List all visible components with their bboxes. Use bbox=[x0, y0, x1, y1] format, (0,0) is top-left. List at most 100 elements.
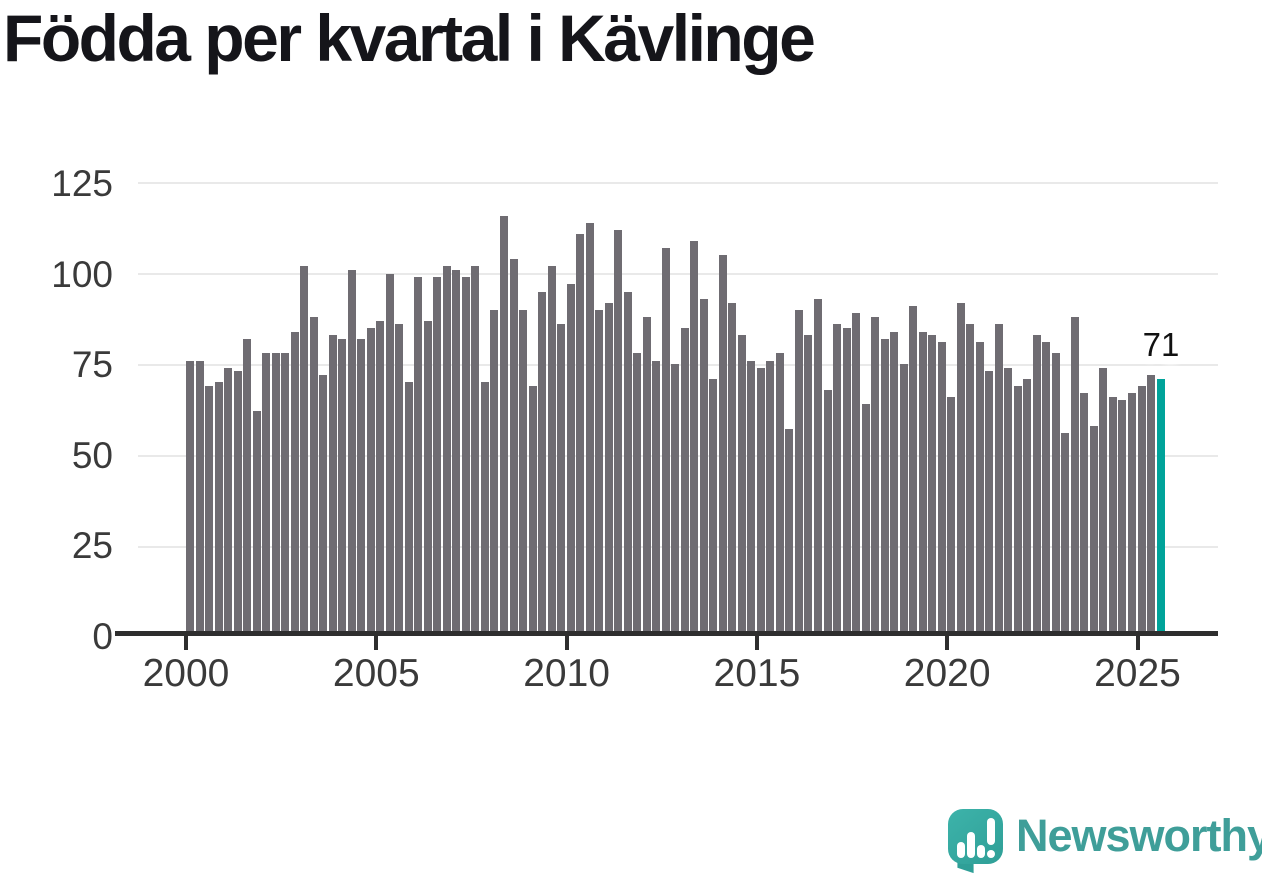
y-axis-tick-label: 100 bbox=[51, 253, 113, 295]
bar bbox=[1042, 342, 1051, 636]
bar bbox=[918, 331, 927, 636]
bar bbox=[833, 324, 842, 636]
newsworthy-wordmark: Newsworthy bbox=[1016, 810, 1262, 861]
x-axis-tick bbox=[564, 636, 569, 650]
bar bbox=[1051, 353, 1060, 636]
bar bbox=[442, 266, 451, 636]
highlighted-bar bbox=[1156, 378, 1165, 636]
bar bbox=[975, 342, 984, 636]
bar bbox=[433, 277, 442, 636]
bar bbox=[471, 266, 480, 636]
bar bbox=[604, 302, 613, 636]
bar bbox=[794, 309, 803, 636]
bar bbox=[871, 317, 880, 636]
bar bbox=[376, 320, 385, 636]
bar bbox=[852, 313, 861, 636]
bar bbox=[614, 230, 623, 636]
bar bbox=[224, 367, 233, 636]
bar bbox=[566, 284, 575, 636]
bar bbox=[652, 360, 661, 636]
x-axis-tick bbox=[945, 636, 950, 650]
bar bbox=[699, 298, 708, 636]
bar bbox=[357, 338, 366, 636]
bar bbox=[395, 324, 404, 636]
bar bbox=[890, 331, 899, 636]
bar bbox=[480, 382, 489, 636]
bar bbox=[328, 335, 337, 636]
y-axis-tick-label: 0 bbox=[92, 616, 113, 657]
y-axis-tick-label: 50 bbox=[71, 434, 113, 476]
logo-exclamation-dot-icon bbox=[987, 850, 995, 858]
x-axis-tick-label: 2020 bbox=[903, 652, 991, 695]
bar bbox=[585, 222, 594, 636]
bar bbox=[1127, 393, 1136, 636]
bar bbox=[775, 353, 784, 636]
bar bbox=[557, 324, 566, 636]
bar bbox=[538, 291, 547, 636]
bar bbox=[281, 353, 290, 636]
bar bbox=[1089, 425, 1098, 636]
bar bbox=[737, 335, 746, 636]
bar bbox=[909, 306, 918, 636]
bar bbox=[1023, 378, 1032, 636]
bar bbox=[861, 404, 870, 636]
y-axis-tick-label: 75 bbox=[71, 344, 113, 386]
bar bbox=[1061, 433, 1070, 636]
bar bbox=[756, 367, 765, 636]
bar bbox=[966, 324, 975, 636]
x-axis-tick-label: 2005 bbox=[332, 652, 420, 695]
bar bbox=[747, 360, 756, 636]
x-axis-tick-label: 2010 bbox=[523, 652, 610, 695]
bar bbox=[404, 382, 413, 636]
bar bbox=[490, 309, 499, 636]
x-axis-line bbox=[115, 631, 1218, 636]
bar bbox=[309, 317, 318, 636]
bar bbox=[243, 338, 252, 636]
bar bbox=[186, 360, 194, 636]
bar bbox=[880, 338, 889, 636]
bar bbox=[937, 342, 946, 636]
bar bbox=[452, 269, 461, 636]
x-axis-tick bbox=[184, 636, 188, 650]
bar bbox=[899, 364, 908, 636]
bar bbox=[804, 335, 813, 636]
newsworthy-logo-icon bbox=[948, 809, 1003, 864]
bar bbox=[347, 269, 356, 636]
bar bbox=[642, 317, 651, 636]
bar bbox=[671, 364, 680, 636]
bar bbox=[661, 248, 670, 636]
logo-chart-bar-icon bbox=[967, 832, 975, 858]
bar bbox=[1108, 396, 1117, 636]
bar bbox=[252, 411, 261, 636]
bar bbox=[1080, 393, 1089, 636]
bar bbox=[633, 353, 642, 636]
bar bbox=[728, 302, 737, 636]
bar bbox=[1004, 367, 1013, 636]
bar bbox=[994, 324, 1003, 636]
gridline-125 bbox=[138, 182, 1218, 184]
bar bbox=[300, 266, 309, 636]
bar bbox=[233, 371, 242, 636]
bar bbox=[928, 335, 937, 636]
bar bbox=[366, 327, 375, 636]
bar bbox=[690, 240, 699, 636]
bar bbox=[709, 378, 718, 636]
bar bbox=[947, 396, 956, 636]
x-axis-tick bbox=[374, 636, 379, 650]
x-axis-tick-label: 2025 bbox=[1094, 652, 1181, 695]
bar bbox=[1070, 317, 1079, 636]
logo-chart-bar-icon bbox=[977, 845, 985, 858]
bar bbox=[509, 259, 518, 636]
bar bbox=[1118, 400, 1127, 636]
bar bbox=[195, 360, 204, 636]
chart-title: Födda per kvartal i Kävlinge bbox=[3, 1, 816, 75]
bar bbox=[1013, 385, 1022, 636]
bar bbox=[813, 298, 822, 636]
bar bbox=[718, 255, 727, 636]
bar bbox=[1032, 335, 1041, 636]
bar bbox=[623, 291, 632, 636]
bar bbox=[766, 360, 775, 636]
x-axis-tick bbox=[754, 636, 759, 650]
